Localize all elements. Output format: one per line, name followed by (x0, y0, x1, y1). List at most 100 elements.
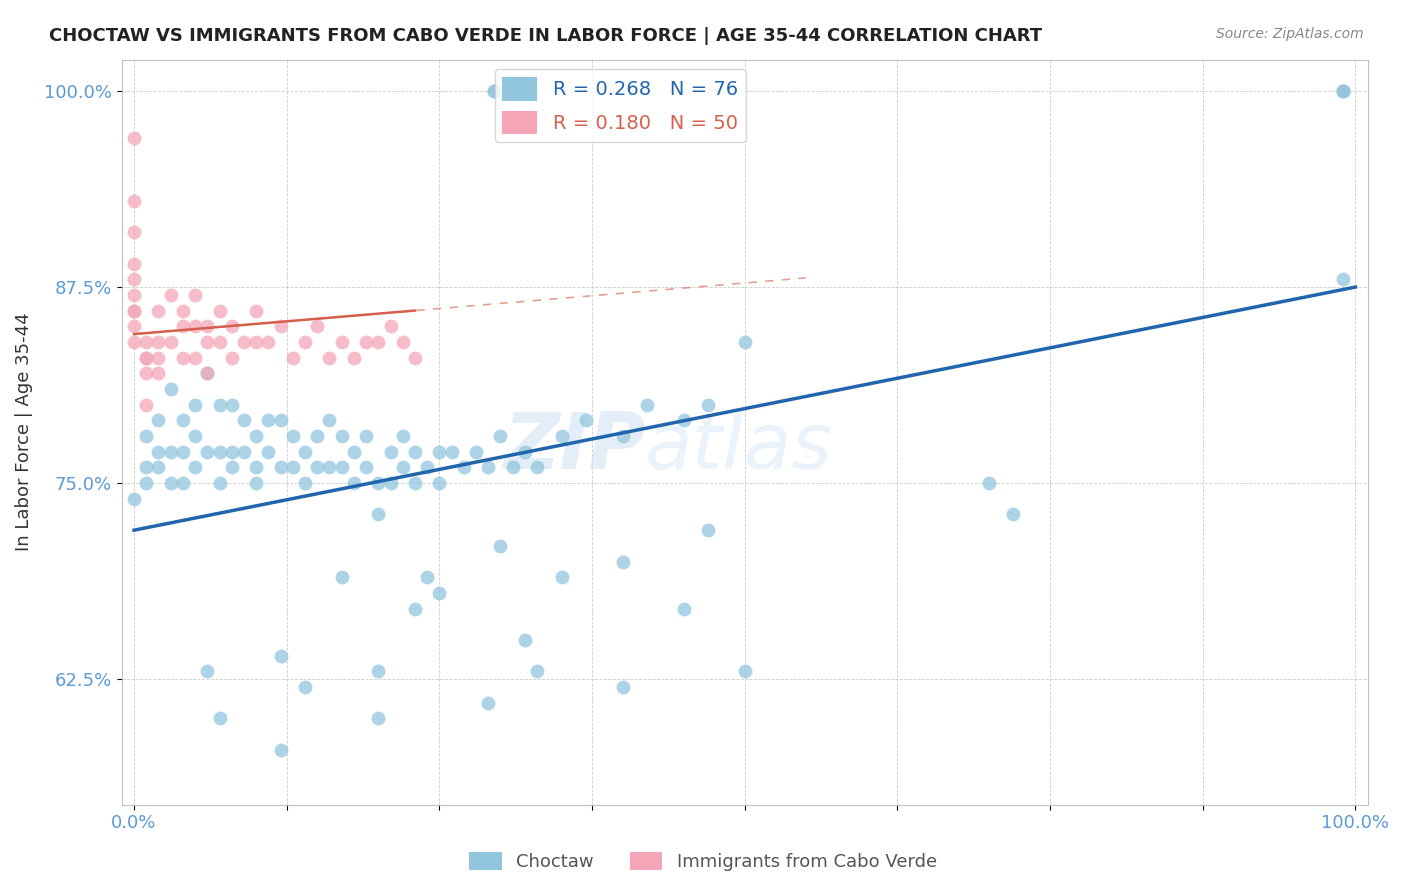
Point (477, 460, 499, 475)
Point (122, 334, 145, 349)
Point (404, 601, 426, 615)
Point (575, 413, 598, 427)
Point (672, 601, 695, 615)
Y-axis label: In Labor Force | Age 35-44: In Labor Force | Age 35-44 (15, 313, 32, 551)
Point (429, 476, 451, 491)
Point (734, 665, 756, 679)
Point (307, 429, 329, 443)
Point (122, 256, 145, 270)
Point (208, 444, 231, 458)
Point (172, 413, 194, 427)
Point (526, 460, 548, 475)
Point (367, 508, 389, 522)
Point (195, 367, 218, 381)
Point (697, 523, 720, 537)
Point (453, 460, 475, 475)
Text: Source: ZipAtlas.com: Source: ZipAtlas.com (1216, 27, 1364, 41)
Point (697, 398, 720, 412)
Point (257, 334, 280, 349)
Point (330, 570, 353, 584)
Point (184, 460, 207, 475)
Text: CHOCTAW VS IMMIGRANTS FROM CABO VERDE IN LABOR FORCE | AGE 35-44 CORRELATION CHA: CHOCTAW VS IMMIGRANTS FROM CABO VERDE IN… (49, 27, 1042, 45)
Point (208, 476, 231, 491)
Point (484, 84, 506, 98)
Point (245, 429, 267, 443)
Point (391, 429, 413, 443)
Point (612, 680, 634, 694)
Point (354, 334, 377, 349)
Point (195, 319, 218, 334)
Point (550, 429, 572, 443)
Point (294, 334, 316, 349)
Point (122, 225, 145, 239)
Point (330, 460, 353, 475)
Point (221, 398, 243, 412)
Point (135, 398, 157, 412)
Point (367, 711, 389, 725)
Point (484, 84, 506, 98)
Point (380, 476, 402, 491)
Point (489, 429, 512, 443)
Legend: R = 0.268   N = 76, R = 0.180   N = 50: R = 0.268 N = 76, R = 0.180 N = 50 (495, 70, 745, 142)
Point (148, 303, 170, 318)
Point (404, 444, 426, 458)
Point (440, 444, 463, 458)
Point (330, 429, 353, 443)
Point (184, 288, 207, 302)
Point (307, 319, 329, 334)
Point (122, 491, 145, 506)
Point (429, 444, 451, 458)
Point (404, 351, 426, 365)
Point (612, 555, 634, 569)
Point (135, 460, 157, 475)
Point (429, 586, 451, 600)
Point (184, 319, 207, 334)
Point (391, 334, 413, 349)
Point (159, 334, 181, 349)
Point (148, 334, 170, 349)
Point (330, 334, 353, 349)
Point (1331, 84, 1354, 98)
Point (233, 444, 256, 458)
Point (354, 460, 377, 475)
Point (184, 429, 207, 443)
Point (257, 413, 280, 427)
Point (221, 460, 243, 475)
Point (195, 444, 218, 458)
Point (184, 398, 207, 412)
Point (208, 303, 231, 318)
Point (184, 351, 207, 365)
Point (159, 382, 181, 396)
Point (208, 334, 231, 349)
Point (367, 476, 389, 491)
Point (135, 351, 157, 365)
Point (159, 444, 181, 458)
Point (233, 413, 256, 427)
Point (221, 351, 243, 365)
Point (257, 444, 280, 458)
Point (245, 476, 267, 491)
Point (270, 413, 292, 427)
Point (404, 476, 426, 491)
Point (148, 351, 170, 365)
Point (135, 476, 157, 491)
Point (636, 398, 658, 412)
Point (135, 334, 157, 349)
Point (489, 539, 512, 553)
Point (465, 444, 488, 458)
Point (416, 570, 439, 584)
Point (245, 460, 267, 475)
Point (135, 351, 157, 365)
Point (343, 351, 366, 365)
Point (1331, 272, 1354, 286)
Point (122, 272, 145, 286)
Point (307, 460, 329, 475)
Point (416, 460, 439, 475)
Point (318, 460, 340, 475)
Point (221, 319, 243, 334)
Point (294, 444, 316, 458)
Point (122, 303, 145, 318)
Point (391, 460, 413, 475)
Point (513, 632, 536, 647)
Point (270, 460, 292, 475)
